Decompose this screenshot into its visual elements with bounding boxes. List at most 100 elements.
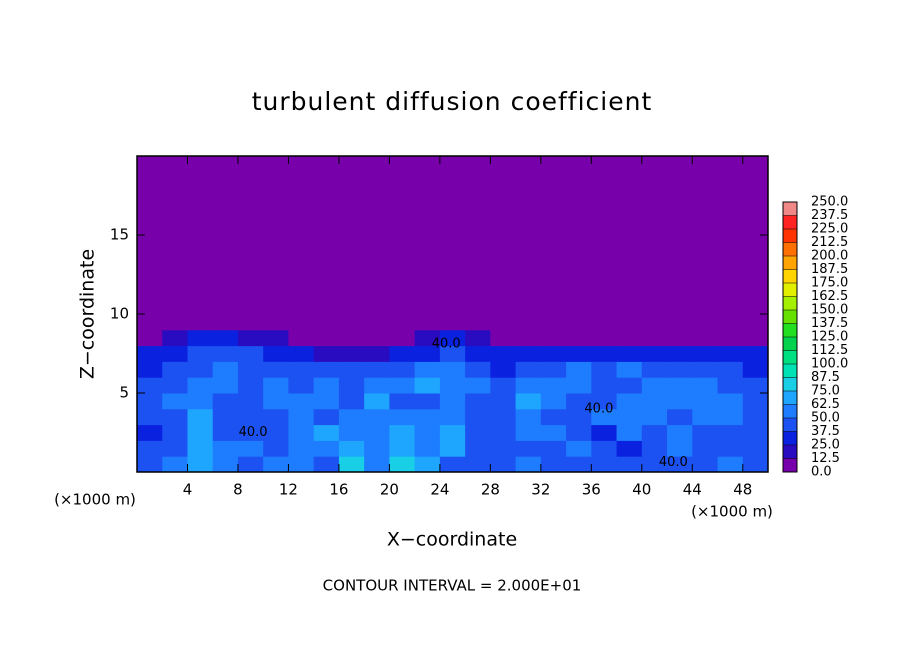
cell	[263, 424, 289, 441]
cell	[591, 440, 618, 457]
contour-label: 40.0	[239, 425, 268, 440]
cell	[490, 440, 517, 457]
cell	[313, 440, 340, 457]
cell	[667, 345, 693, 362]
cell	[187, 408, 214, 426]
colorbar-swatch	[783, 256, 797, 270]
cell	[465, 329, 491, 347]
cell	[263, 408, 289, 426]
cell	[465, 361, 491, 378]
cell	[313, 377, 340, 394]
cell	[389, 361, 416, 378]
cell	[414, 408, 441, 426]
cell	[591, 408, 618, 426]
x-tick-label: 4	[183, 481, 193, 499]
cell	[591, 314, 618, 331]
cell	[667, 440, 693, 457]
cell	[212, 377, 239, 394]
cell	[237, 377, 264, 394]
cell	[566, 156, 592, 315]
cell	[338, 440, 365, 457]
cell	[338, 408, 365, 426]
colorbar-label: 162.5	[811, 289, 848, 304]
colorbar-swatch	[783, 391, 797, 405]
cell	[162, 424, 188, 441]
cell	[616, 156, 643, 315]
cell	[439, 424, 466, 441]
cell	[288, 377, 315, 394]
cell	[364, 329, 390, 347]
cell	[641, 440, 668, 457]
cell	[717, 361, 744, 378]
cell	[616, 377, 643, 394]
cell	[389, 156, 416, 315]
x-tick-label: 44	[683, 481, 702, 499]
cell	[667, 456, 693, 473]
cell	[137, 345, 163, 362]
cell	[187, 329, 214, 347]
cell	[591, 329, 618, 347]
colorbar-swatch	[783, 350, 797, 364]
cell	[465, 408, 491, 426]
colorbar-label: 250.0	[811, 195, 848, 210]
colorbar-swatch	[783, 418, 797, 432]
cell	[465, 393, 491, 410]
cell	[439, 408, 466, 426]
cell	[591, 377, 618, 394]
cell	[667, 424, 693, 441]
cell	[162, 440, 188, 457]
cell	[591, 456, 618, 473]
field	[137, 156, 769, 473]
cell	[540, 156, 567, 315]
cell	[540, 361, 567, 378]
cell	[616, 361, 643, 378]
cell	[439, 456, 466, 473]
cell	[641, 408, 668, 426]
cell	[490, 314, 517, 331]
cell	[566, 345, 592, 362]
cell	[414, 440, 441, 457]
cell	[237, 361, 264, 378]
cell	[490, 408, 517, 426]
cell	[742, 393, 769, 410]
cell	[237, 408, 264, 426]
cell	[313, 408, 340, 426]
cell	[389, 329, 416, 347]
cell	[616, 345, 643, 362]
cell	[414, 156, 441, 315]
cell	[540, 345, 567, 362]
cell	[490, 424, 517, 441]
cell	[742, 408, 769, 426]
cell	[237, 345, 264, 362]
cell	[490, 377, 517, 394]
y-tick-label: 5	[119, 384, 129, 402]
cell	[137, 314, 163, 331]
cell	[742, 361, 769, 378]
colorbar-swatch	[783, 445, 797, 459]
cell	[490, 329, 517, 347]
cell	[212, 314, 239, 331]
cell	[237, 440, 264, 457]
cell	[641, 314, 668, 331]
cell	[187, 393, 214, 410]
cell	[540, 440, 567, 457]
cell	[187, 156, 214, 315]
cell	[263, 440, 289, 457]
cell	[439, 377, 466, 394]
chart-title: turbulent diffusion coefficient	[252, 87, 653, 116]
cell	[162, 329, 188, 347]
cell	[616, 440, 643, 457]
cell	[540, 393, 567, 410]
cell	[667, 361, 693, 378]
cell	[313, 345, 340, 362]
colorbar-label: 87.5	[811, 370, 840, 385]
cell	[338, 156, 365, 315]
contour-label: 40.0	[659, 455, 688, 470]
y-tick-label: 15	[110, 226, 129, 244]
cell	[717, 408, 744, 426]
cell	[717, 329, 744, 347]
colorbar-label: 62.5	[811, 397, 840, 412]
cell	[439, 156, 466, 315]
cell	[515, 393, 542, 410]
cell	[187, 377, 214, 394]
